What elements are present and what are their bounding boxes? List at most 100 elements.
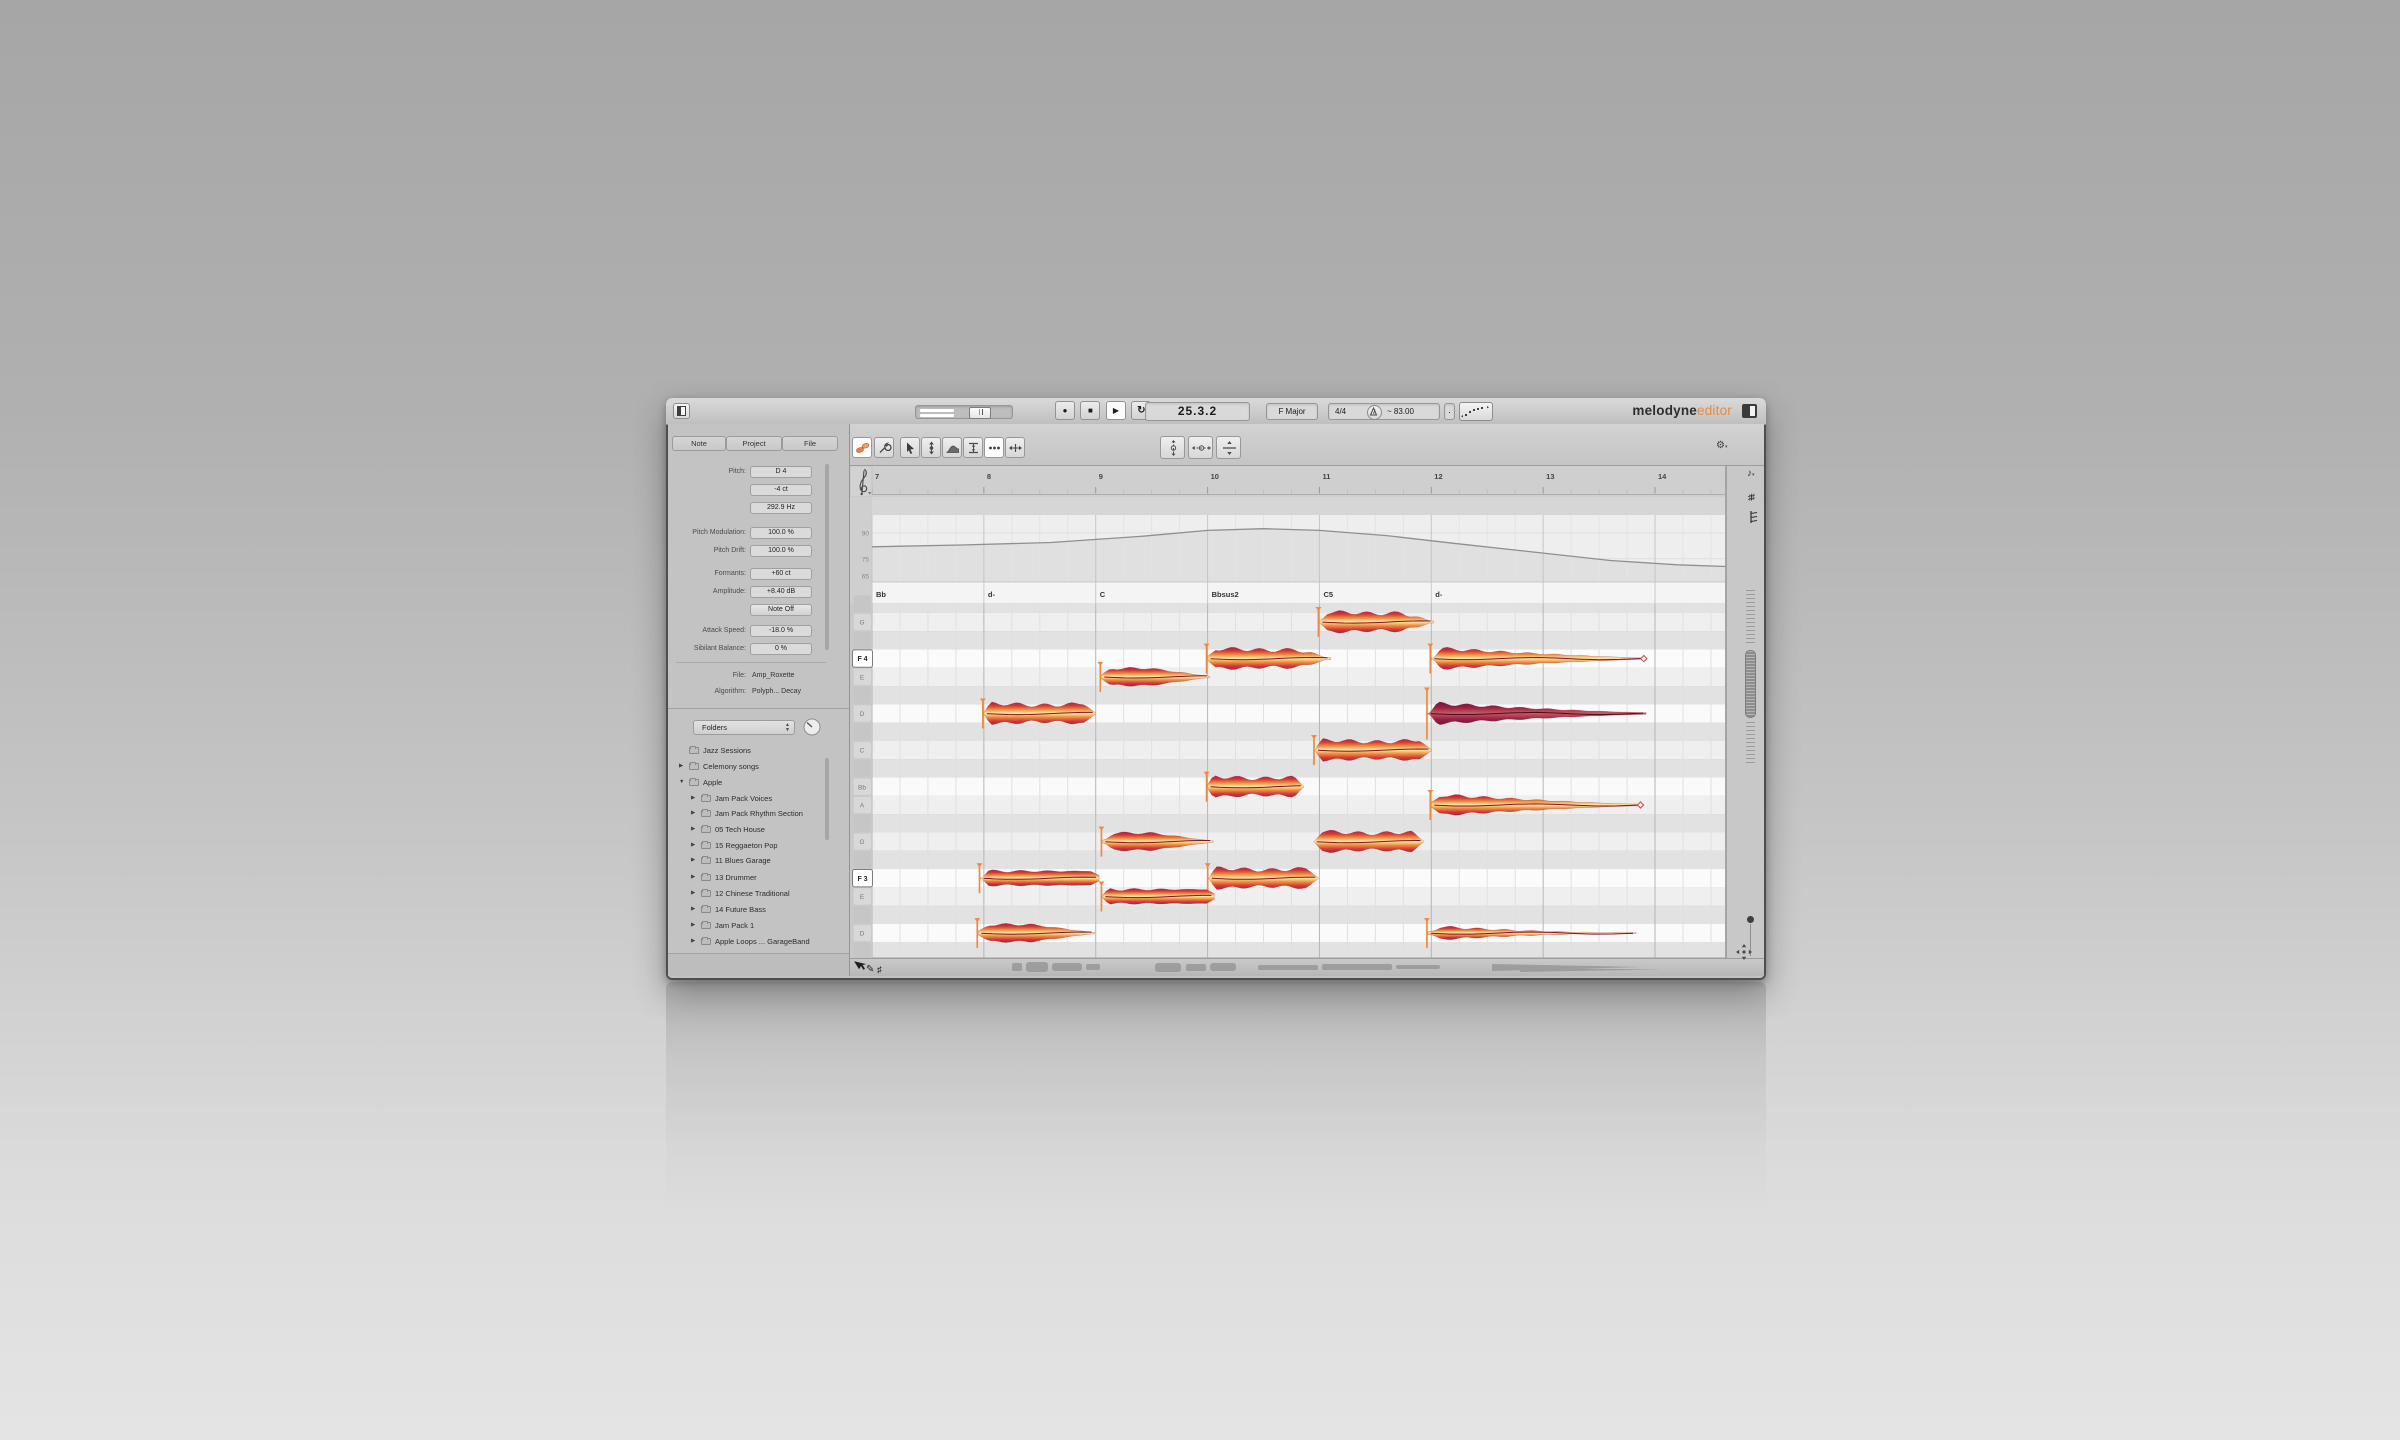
folder-item[interactable]: ▶ Jam Pack 1 — [668, 919, 849, 932]
stop-button[interactable]: ■ — [1080, 401, 1101, 420]
pitch-key-Db3[interactable] — [853, 943, 872, 958]
panel-splitter[interactable] — [668, 708, 849, 710]
overview-strip[interactable]: ✎ ♯ — [850, 959, 1764, 976]
folder-item[interactable]: Jazz Sessions — [668, 744, 849, 757]
note-blob[interactable] — [983, 701, 1096, 725]
main-tool-button[interactable] — [900, 437, 920, 458]
pitch-key-A3[interactable] — [853, 796, 872, 814]
param-value-8[interactable]: -18.0 % — [750, 625, 812, 637]
pitch-key-Gb3[interactable] — [853, 851, 872, 869]
pitch-key-B3[interactable] — [853, 760, 872, 777]
chord-label[interactable]: Bbsus2 — [1212, 590, 1239, 599]
folder-item[interactable]: ▶ Apple Loops ... GarageBand — [668, 935, 849, 948]
record-button[interactable]: ● — [1055, 401, 1075, 420]
param-value-6[interactable]: +8.40 dB — [750, 586, 812, 598]
note-blob[interactable] — [980, 869, 1100, 887]
param-value-5[interactable]: +60 ct — [750, 568, 812, 580]
folder-item[interactable]: ▶ Celemony songs — [668, 760, 849, 773]
note-blob[interactable] — [1314, 738, 1432, 762]
metronome-button[interactable] — [1367, 405, 1382, 420]
note-editor-canvas[interactable]: 7 8 9 10 11 12 13 14 90 75 65 Bb d- C Bbsus2 C5 d- G F 4 E D… — [850, 466, 1726, 958]
quantize-time-macro-button[interactable] — [1188, 436, 1213, 459]
tab-note[interactable]: Note — [672, 436, 726, 451]
inspector-scrollbar[interactable] — [825, 464, 829, 650]
note-snap-icon[interactable]: ♪▾ — [1747, 468, 1755, 479]
param-value-9[interactable]: 0 % — [750, 643, 812, 655]
accidental-toggle-icon[interactable]: ♯ — [877, 965, 882, 975]
note-blob[interactable] — [1319, 610, 1434, 634]
disclosure-right-icon[interactable]: ▶ — [691, 810, 696, 816]
pitch-tool-button[interactable] — [921, 437, 941, 458]
folder-item[interactable]: ▶ 13 Drummer — [668, 871, 849, 884]
pitch-key-G3[interactable] — [853, 833, 872, 850]
folder-item[interactable]: ▶ 05 Tech House — [668, 823, 849, 836]
note-blob[interactable] — [1427, 926, 1637, 940]
chord-label[interactable]: Bb — [876, 590, 886, 599]
pitch-key-D3[interactable] — [853, 924, 872, 942]
browser-source-select[interactable]: Folders ▲ ▼ — [693, 720, 795, 735]
note-blob[interactable] — [1313, 829, 1424, 853]
scale-snap-icon[interactable] — [1749, 510, 1759, 529]
pitch-key-F3[interactable] — [852, 869, 873, 888]
amplitude-tool-button[interactable] — [984, 437, 1004, 458]
param-value-4[interactable]: 100.0 % — [750, 545, 812, 557]
pitch-key-F4[interactable] — [852, 649, 873, 668]
time-signature[interactable]: 4/4 — [1335, 407, 1347, 416]
disclosure-down-icon[interactable]: ▼ — [679, 779, 685, 785]
settings-gear-button[interactable]: ⚙▾ — [1716, 440, 1727, 451]
folder-item[interactable]: ▶ Jam Pack Voices — [668, 792, 849, 805]
play-button[interactable]: ▶ — [1105, 401, 1126, 420]
pen-tool-icon[interactable]: ✎ — [866, 964, 874, 975]
note-blob[interactable] — [978, 923, 1095, 943]
treble-clef-icon[interactable] — [859, 468, 868, 494]
chord-label[interactable]: d- — [988, 590, 996, 599]
note-blob[interactable] — [1207, 646, 1331, 670]
pitch-grid-snap-icon[interactable]: ♯♯ — [1748, 492, 1755, 502]
timing-tool-button[interactable] — [1005, 437, 1025, 458]
disclosure-right-icon[interactable]: ▶ — [691, 938, 696, 944]
param-value-7[interactable]: Note Off — [750, 604, 812, 616]
pitch-grid-macro-button[interactable] — [1216, 436, 1241, 459]
folder-item[interactable]: ▶ 12 Chinese Traditional — [668, 887, 849, 900]
folder-item[interactable]: ▶ 14 Future Bass — [668, 903, 849, 916]
note-assignment-mode-button[interactable] — [852, 437, 872, 458]
pitch-key-Bb3[interactable] — [853, 778, 872, 795]
pitch-key-D4[interactable] — [853, 705, 872, 722]
pitch-key-Db4[interactable] — [853, 723, 872, 740]
tab-project[interactable]: Project — [726, 436, 782, 451]
disclosure-right-icon[interactable]: ▶ — [691, 874, 696, 880]
pitch-key-E3[interactable] — [853, 888, 872, 905]
note-blob[interactable] — [1207, 775, 1305, 798]
note-blob[interactable] — [1208, 866, 1319, 890]
chord-label[interactable]: C — [1100, 590, 1106, 599]
disclosure-right-icon[interactable]: ▶ — [691, 922, 696, 928]
param-value-2[interactable]: 292.9 Hz — [750, 502, 812, 514]
slider-handle[interactable] — [969, 407, 991, 419]
note-blob[interactable] — [1101, 667, 1211, 687]
pitch-key-Gb4[interactable] — [853, 632, 872, 649]
pitch-key-E4[interactable] — [853, 668, 872, 686]
tab-file[interactable]: File — [782, 436, 838, 451]
correct-pitch-macro-button[interactable] — [1160, 436, 1185, 459]
pitch-key-Ab3[interactable] — [853, 815, 872, 832]
browser-scrollbar[interactable] — [825, 758, 829, 840]
disclosure-right-icon[interactable]: ▶ — [691, 795, 696, 801]
param-value-0[interactable]: D 4 — [750, 466, 812, 478]
tempo-value[interactable]: ~ 83.00 — [1387, 407, 1414, 416]
disclosure-right-icon[interactable]: ▶ — [691, 842, 696, 848]
pitch-key-G4[interactable] — [853, 613, 872, 631]
clef-dropdown-icon[interactable] — [868, 492, 872, 495]
pitch-key-Eb3[interactable] — [853, 906, 872, 923]
note-end-diamond[interactable] — [1640, 654, 1648, 663]
note-blob-selected[interactable] — [1427, 701, 1647, 725]
vertical-scrollbar-thumb[interactable] — [1745, 650, 1756, 718]
pan-zoom-handle[interactable] — [1735, 943, 1753, 961]
chord-label[interactable]: d- — [1435, 590, 1443, 599]
pitch-key-Ab4[interactable] — [853, 595, 872, 612]
time-ruler[interactable] — [850, 466, 1726, 497]
pitch-key-C4[interactable] — [853, 741, 872, 759]
chord-label[interactable]: C5 — [1323, 590, 1333, 599]
autostretch-button[interactable] — [1459, 402, 1493, 421]
right-panel-toggle-button[interactable] — [1742, 404, 1757, 418]
pitch-key-Eb4[interactable] — [853, 687, 872, 704]
